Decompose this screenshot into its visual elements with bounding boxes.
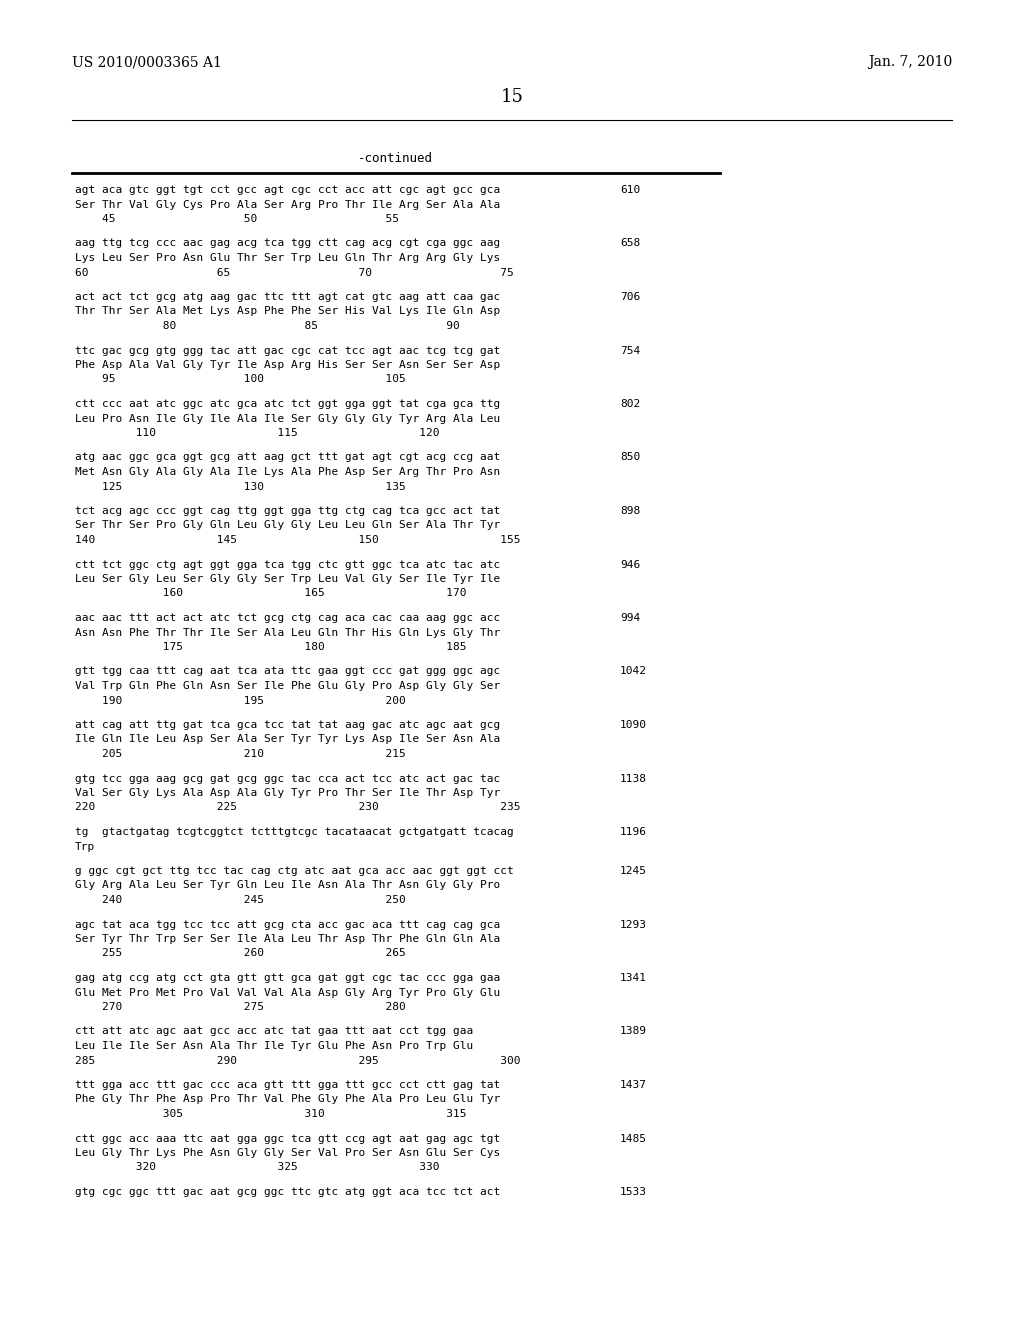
Text: Lys Leu Ser Pro Asn Glu Thr Ser Trp Leu Gln Thr Arg Arg Gly Lys: Lys Leu Ser Pro Asn Glu Thr Ser Trp Leu …: [75, 253, 501, 263]
Text: 1090: 1090: [620, 719, 647, 730]
Text: 220                  225                  230                  235: 220 225 230 235: [75, 803, 520, 813]
Text: 190                  195                  200: 190 195 200: [75, 696, 406, 705]
Text: 1341: 1341: [620, 973, 647, 983]
Text: 850: 850: [620, 453, 640, 462]
Text: Met Asn Gly Ala Gly Ala Ile Lys Ala Phe Asp Ser Arg Thr Pro Asn: Met Asn Gly Ala Gly Ala Ile Lys Ala Phe …: [75, 467, 501, 477]
Text: tg  gtactgatag tcgtcggtct tctttgtcgc tacataacat gctgatgatt tcacag: tg gtactgatag tcgtcggtct tctttgtcgc taca…: [75, 828, 514, 837]
Text: Leu Pro Asn Ile Gly Ile Ala Ile Ser Gly Gly Gly Tyr Arg Ala Leu: Leu Pro Asn Ile Gly Ile Ala Ile Ser Gly …: [75, 413, 501, 424]
Text: 1533: 1533: [620, 1187, 647, 1197]
Text: aag ttg tcg ccc aac gag acg tca tgg ctt cag acg cgt cga ggc aag: aag ttg tcg ccc aac gag acg tca tgg ctt …: [75, 239, 501, 248]
Text: 1196: 1196: [620, 828, 647, 837]
Text: 1042: 1042: [620, 667, 647, 676]
Text: 95                   100                  105: 95 100 105: [75, 375, 406, 384]
Text: 754: 754: [620, 346, 640, 355]
Text: 1389: 1389: [620, 1027, 647, 1036]
Text: Trp: Trp: [75, 842, 95, 851]
Text: 270                  275                  280: 270 275 280: [75, 1002, 406, 1012]
Text: Leu Ile Ile Ser Asn Ala Thr Ile Tyr Glu Phe Asn Pro Trp Glu: Leu Ile Ile Ser Asn Ala Thr Ile Tyr Glu …: [75, 1041, 473, 1051]
Text: Leu Ser Gly Leu Ser Gly Gly Ser Trp Leu Val Gly Ser Ile Tyr Ile: Leu Ser Gly Leu Ser Gly Gly Ser Trp Leu …: [75, 574, 501, 583]
Text: 706: 706: [620, 292, 640, 302]
Text: 140                  145                  150                  155: 140 145 150 155: [75, 535, 520, 545]
Text: 255                  260                  265: 255 260 265: [75, 949, 406, 958]
Text: Ser Thr Ser Pro Gly Gln Leu Gly Gly Leu Leu Gln Ser Ala Thr Tyr: Ser Thr Ser Pro Gly Gln Leu Gly Gly Leu …: [75, 520, 501, 531]
Text: gag atg ccg atg cct gta gtt gtt gca gat ggt cgc tac ccc gga gaa: gag atg ccg atg cct gta gtt gtt gca gat …: [75, 973, 501, 983]
Text: Gly Arg Ala Leu Ser Tyr Gln Leu Ile Asn Ala Thr Asn Gly Gly Pro: Gly Arg Ala Leu Ser Tyr Gln Leu Ile Asn …: [75, 880, 501, 891]
Text: 305                  310                  315: 305 310 315: [75, 1109, 467, 1119]
Text: 610: 610: [620, 185, 640, 195]
Text: 1245: 1245: [620, 866, 647, 876]
Text: aac aac ttt act act atc tct gcg ctg cag aca cac caa aag ggc acc: aac aac ttt act act atc tct gcg ctg cag …: [75, 612, 501, 623]
Text: US 2010/0003365 A1: US 2010/0003365 A1: [72, 55, 222, 69]
Text: -continued: -continued: [357, 152, 432, 165]
Text: atg aac ggc gca ggt gcg att aag gct ttt gat agt cgt acg ccg aat: atg aac ggc gca ggt gcg att aag gct ttt …: [75, 453, 501, 462]
Text: ctt tct ggc ctg agt ggt gga tca tgg ctc gtt ggc tca atc tac atc: ctt tct ggc ctg agt ggt gga tca tgg ctc …: [75, 560, 501, 569]
Text: Asn Asn Phe Thr Thr Ile Ser Ala Leu Gln Thr His Gln Lys Gly Thr: Asn Asn Phe Thr Thr Ile Ser Ala Leu Gln …: [75, 627, 501, 638]
Text: 802: 802: [620, 399, 640, 409]
Text: Thr Thr Ser Ala Met Lys Asp Phe Phe Ser His Val Lys Ile Gln Asp: Thr Thr Ser Ala Met Lys Asp Phe Phe Ser …: [75, 306, 501, 317]
Text: Val Ser Gly Lys Ala Asp Ala Gly Tyr Pro Thr Ser Ile Thr Asp Tyr: Val Ser Gly Lys Ala Asp Ala Gly Tyr Pro …: [75, 788, 501, 799]
Text: gtg tcc gga aag gcg gat gcg ggc tac cca act tcc atc act gac tac: gtg tcc gga aag gcg gat gcg ggc tac cca …: [75, 774, 501, 784]
Text: 110                  115                  120: 110 115 120: [75, 428, 439, 438]
Text: 1293: 1293: [620, 920, 647, 929]
Text: g ggc cgt gct ttg tcc tac cag ctg atc aat gca acc aac ggt ggt cct: g ggc cgt gct ttg tcc tac cag ctg atc aa…: [75, 866, 514, 876]
Text: 240                  245                  250: 240 245 250: [75, 895, 406, 906]
Text: ctt att atc agc aat gcc acc atc tat gaa ttt aat cct tgg gaa: ctt att atc agc aat gcc acc atc tat gaa …: [75, 1027, 473, 1036]
Text: 658: 658: [620, 239, 640, 248]
Text: 60                   65                   70                   75: 60 65 70 75: [75, 268, 514, 277]
Text: 160                  165                  170: 160 165 170: [75, 589, 467, 598]
Text: 285                  290                  295                  300: 285 290 295 300: [75, 1056, 520, 1065]
Text: 45                   50                   55: 45 50 55: [75, 214, 399, 224]
Text: 175                  180                  185: 175 180 185: [75, 642, 467, 652]
Text: Glu Met Pro Met Pro Val Val Val Ala Asp Gly Arg Tyr Pro Gly Glu: Glu Met Pro Met Pro Val Val Val Ala Asp …: [75, 987, 501, 998]
Text: Ser Thr Val Gly Cys Pro Ala Ser Arg Pro Thr Ile Arg Ser Ala Ala: Ser Thr Val Gly Cys Pro Ala Ser Arg Pro …: [75, 199, 501, 210]
Text: 1138: 1138: [620, 774, 647, 784]
Text: ttc gac gcg gtg ggg tac att gac cgc cat tcc agt aac tcg tcg gat: ttc gac gcg gtg ggg tac att gac cgc cat …: [75, 346, 501, 355]
Text: Ser Tyr Thr Trp Ser Ser Ile Ala Leu Thr Asp Thr Phe Gln Gln Ala: Ser Tyr Thr Trp Ser Ser Ile Ala Leu Thr …: [75, 935, 501, 944]
Text: 205                  210                  215: 205 210 215: [75, 748, 406, 759]
Text: ctt ccc aat atc ggc atc gca atc tct ggt gga ggt tat cga gca ttg: ctt ccc aat atc ggc atc gca atc tct ggt …: [75, 399, 501, 409]
Text: 125                  130                  135: 125 130 135: [75, 482, 406, 491]
Text: Ile Gln Ile Leu Asp Ser Ala Ser Tyr Tyr Lys Asp Ile Ser Asn Ala: Ile Gln Ile Leu Asp Ser Ala Ser Tyr Tyr …: [75, 734, 501, 744]
Text: tct acg agc ccc ggt cag ttg ggt gga ttg ctg cag tca gcc act tat: tct acg agc ccc ggt cag ttg ggt gga ttg …: [75, 506, 501, 516]
Text: Val Trp Gln Phe Gln Asn Ser Ile Phe Glu Gly Pro Asp Gly Gly Ser: Val Trp Gln Phe Gln Asn Ser Ile Phe Glu …: [75, 681, 501, 690]
Text: 994: 994: [620, 612, 640, 623]
Text: Leu Gly Thr Lys Phe Asn Gly Gly Ser Val Pro Ser Asn Glu Ser Cys: Leu Gly Thr Lys Phe Asn Gly Gly Ser Val …: [75, 1148, 501, 1158]
Text: agt aca gtc ggt tgt cct gcc agt cgc cct acc att cgc agt gcc gca: agt aca gtc ggt tgt cct gcc agt cgc cct …: [75, 185, 501, 195]
Text: Jan. 7, 2010: Jan. 7, 2010: [867, 55, 952, 69]
Text: 15: 15: [501, 88, 523, 106]
Text: act act tct gcg atg aag gac ttc ttt agt cat gtc aag att caa gac: act act tct gcg atg aag gac ttc ttt agt …: [75, 292, 501, 302]
Text: ctt ggc acc aaa ttc aat gga ggc tca gtt ccg agt aat gag agc tgt: ctt ggc acc aaa ttc aat gga ggc tca gtt …: [75, 1134, 501, 1143]
Text: 898: 898: [620, 506, 640, 516]
Text: gtg cgc ggc ttt gac aat gcg ggc ttc gtc atg ggt aca tcc tct act: gtg cgc ggc ttt gac aat gcg ggc ttc gtc …: [75, 1187, 501, 1197]
Text: att cag att ttg gat tca gca tcc tat tat aag gac atc agc aat gcg: att cag att ttg gat tca gca tcc tat tat …: [75, 719, 501, 730]
Text: 320                  325                  330: 320 325 330: [75, 1163, 439, 1172]
Text: 946: 946: [620, 560, 640, 569]
Text: 1485: 1485: [620, 1134, 647, 1143]
Text: gtt tgg caa ttt cag aat tca ata ttc gaa ggt ccc gat ggg ggc agc: gtt tgg caa ttt cag aat tca ata ttc gaa …: [75, 667, 501, 676]
Text: Phe Gly Thr Phe Asp Pro Thr Val Phe Gly Phe Ala Pro Leu Glu Tyr: Phe Gly Thr Phe Asp Pro Thr Val Phe Gly …: [75, 1094, 501, 1105]
Text: ttt gga acc ttt gac ccc aca gtt ttt gga ttt gcc cct ctt gag tat: ttt gga acc ttt gac ccc aca gtt ttt gga …: [75, 1080, 501, 1090]
Text: agc tat aca tgg tcc tcc att gcg cta acc gac aca ttt cag cag gca: agc tat aca tgg tcc tcc att gcg cta acc …: [75, 920, 501, 929]
Text: 1437: 1437: [620, 1080, 647, 1090]
Text: Phe Asp Ala Val Gly Tyr Ile Asp Arg His Ser Ser Asn Ser Ser Asp: Phe Asp Ala Val Gly Tyr Ile Asp Arg His …: [75, 360, 501, 370]
Text: 80                   85                   90: 80 85 90: [75, 321, 460, 331]
